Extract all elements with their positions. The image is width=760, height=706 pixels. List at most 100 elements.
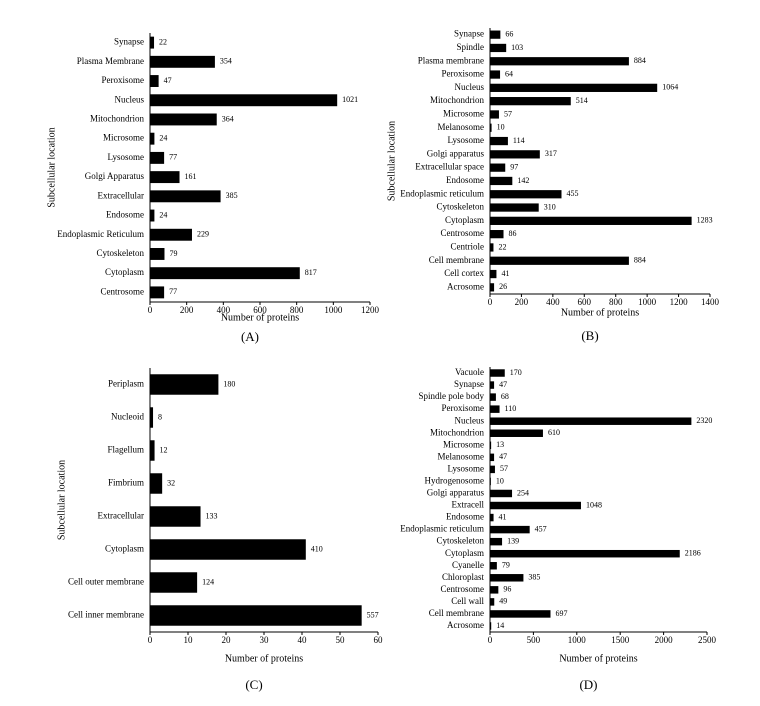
caption: (C) (245, 677, 262, 692)
bar (150, 190, 221, 203)
x-tick-label: 10 (184, 635, 194, 645)
value-label: 77 (169, 153, 177, 162)
bar (490, 537, 503, 546)
value-label: 455 (567, 189, 579, 198)
y-tick-label: Cytoplasm (445, 548, 484, 558)
value-label: 229 (197, 230, 209, 239)
bar (150, 605, 362, 626)
y-tick-label: Centrosome (441, 584, 485, 594)
value-label: 26 (499, 282, 507, 291)
bar (490, 598, 495, 606)
y-tick-label: Melanosome (438, 122, 485, 132)
y-tick-label: Cell wall (451, 596, 484, 606)
y-tick-label: Endoplasmic reticulum (400, 524, 484, 534)
y-tick-label: Cell outer membrane (68, 577, 144, 587)
bar (150, 75, 159, 87)
bar (490, 123, 492, 132)
y-tick-label: Plasma membrane (418, 55, 484, 65)
x-tick-label: 600 (578, 297, 592, 307)
y-tick-label: Endoplasmic reticulum (400, 188, 484, 198)
bar (150, 407, 154, 428)
bar (150, 286, 165, 299)
value-label: 8 (158, 412, 162, 421)
x-tick-label: 1200 (361, 305, 380, 315)
x-axis-label: Number of proteins (561, 307, 639, 318)
y-tick-label: Mitochondrion (430, 427, 484, 437)
value-label: 180 (223, 379, 235, 388)
value-label: 97 (510, 162, 518, 171)
value-label: 557 (367, 610, 379, 619)
y-tick-label: Vacuole (455, 367, 484, 377)
x-axis-label: Number of proteins (225, 653, 303, 664)
y-tick-label: Golgi apparatus (427, 488, 485, 498)
x-tick-label: 1400 (701, 297, 720, 307)
y-tick-label: Centrosome (101, 286, 145, 296)
value-label: 10 (497, 123, 505, 132)
y-tick-label: Centriole (451, 242, 485, 252)
y-tick-label: Peroxisome (442, 403, 485, 413)
value-label: 139 (507, 536, 519, 545)
y-tick-label: Lysosome (447, 135, 484, 145)
x-tick-label: 400 (546, 297, 560, 307)
bar (150, 539, 306, 560)
y-axis-label: Subcellular location (46, 127, 57, 207)
y-tick-label: Acrosome (447, 620, 484, 630)
value-label: 410 (311, 544, 323, 553)
y-tick-label: Endosome (106, 210, 144, 220)
value-label: 110 (505, 404, 517, 413)
y-axis-label: Subcellular location (386, 121, 397, 201)
bar (490, 453, 495, 462)
y-tick-label: Mitochondrion (90, 114, 144, 124)
x-tick-label: 800 (609, 297, 623, 307)
bar (150, 94, 338, 107)
bar (490, 513, 494, 522)
value-label: 79 (502, 561, 510, 570)
y-tick-label: Cytoskeleton (97, 248, 145, 258)
bar (490, 441, 492, 450)
y-tick-label: Endosome (446, 512, 484, 522)
y-tick-label: Spindle pole body (419, 391, 485, 401)
bar (490, 405, 500, 413)
value-label: 317 (545, 149, 557, 158)
value-label: 32 (167, 478, 175, 487)
bar (490, 216, 692, 225)
y-tick-label: Spindle (456, 42, 484, 52)
bar (150, 55, 215, 68)
bar (490, 110, 499, 119)
y-tick-label: Microsome (443, 109, 484, 119)
y-tick-label: Extracell (452, 500, 485, 510)
y-tick-label: Nucleus (455, 415, 485, 425)
value-label: 364 (222, 114, 234, 123)
x-tick-label: 1000 (638, 297, 657, 307)
value-label: 170 (510, 368, 522, 377)
y-tick-label: Cytoskeleton (437, 202, 485, 212)
value-label: 47 (499, 380, 507, 389)
caption: (A) (241, 329, 259, 344)
bar (490, 97, 571, 106)
x-tick-label: 50 (336, 635, 346, 645)
value-label: 2186 (685, 549, 701, 558)
bar (150, 209, 155, 222)
y-tick-label: Synapse (114, 37, 144, 47)
bar (490, 283, 495, 292)
value-label: 2320 (696, 416, 712, 425)
bar (150, 113, 217, 126)
bar (150, 171, 180, 184)
bar (150, 506, 201, 527)
y-tick-label: Microsome (103, 133, 144, 143)
x-tick-label: 0 (488, 635, 493, 645)
x-tick-label: 200 (180, 305, 194, 315)
y-tick-label: Synapse (454, 379, 484, 389)
y-tick-label: Fimbrium (108, 478, 144, 488)
bar (490, 369, 505, 377)
value-label: 24 (159, 210, 167, 219)
bar (490, 203, 539, 212)
bar (490, 477, 491, 486)
value-label: 385 (226, 191, 238, 200)
value-label: 310 (544, 202, 556, 211)
y-tick-label: Mitochondrion (430, 95, 484, 105)
value-label: 24 (159, 134, 167, 143)
bar (490, 501, 581, 510)
bar (150, 151, 165, 164)
